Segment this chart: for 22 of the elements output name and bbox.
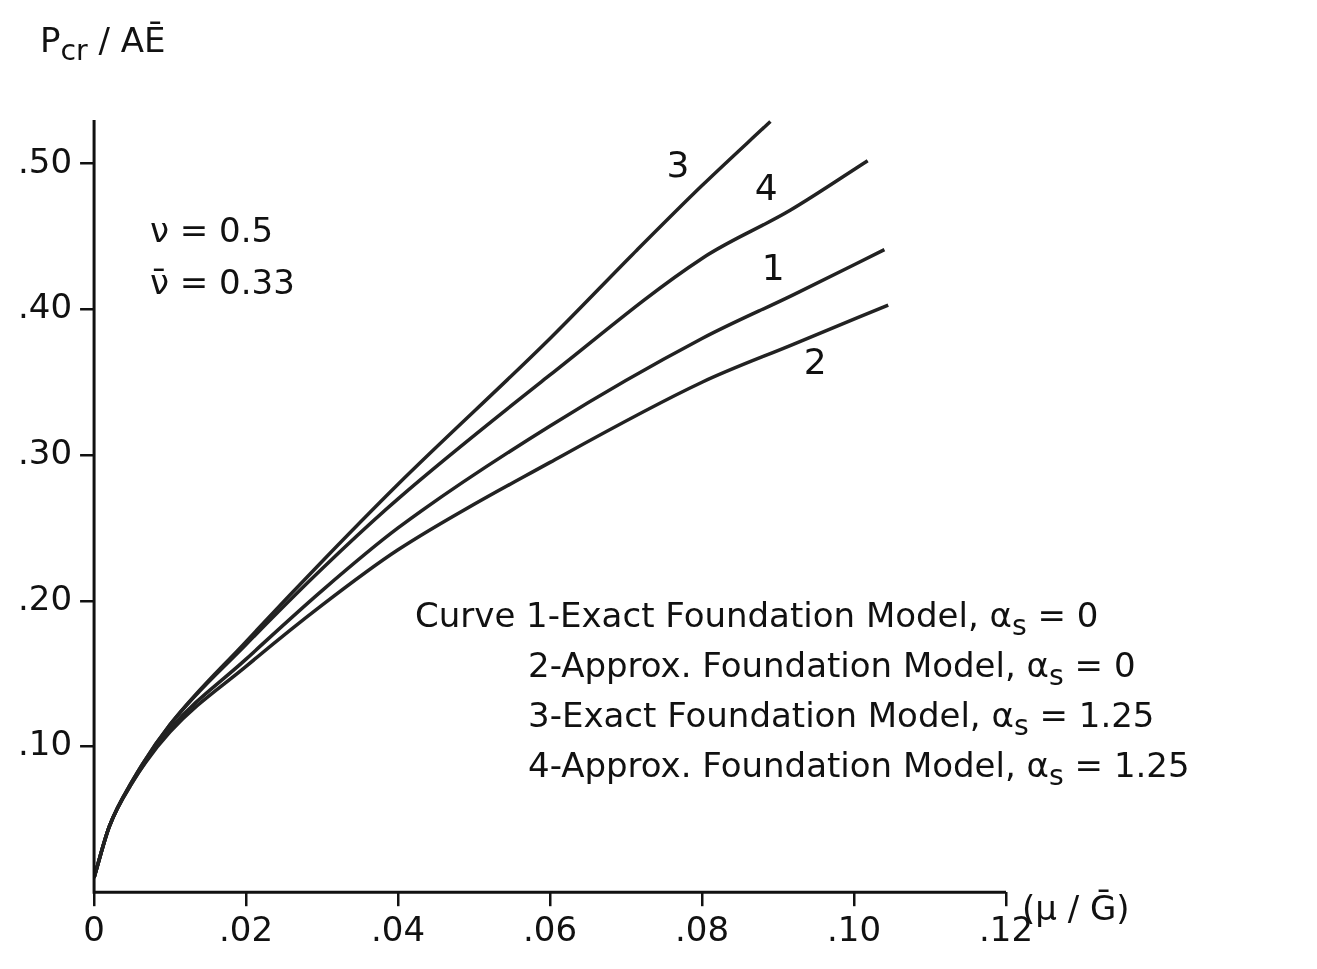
series-label: 3 bbox=[666, 143, 690, 185]
x-tick-label: .04 bbox=[371, 909, 426, 950]
annotation: Curve 1-Exact Foundation Model, α$_{s}$ = 0 bbox=[415, 595, 1099, 642]
x-tick-label: .02 bbox=[219, 909, 274, 950]
x-tick-label: .10 bbox=[826, 909, 882, 950]
annotation: 3-Exact Foundation Model, α$_{s}$ = 1.25 bbox=[528, 695, 1155, 742]
y-tick-label: .30 bbox=[17, 431, 73, 472]
y-tick-label: .40 bbox=[17, 286, 73, 327]
series-label: 1 bbox=[761, 247, 785, 289]
y-tick-label: .50 bbox=[17, 140, 73, 181]
series-label: 2 bbox=[803, 340, 827, 382]
annotation: ν̄ = 0.33 bbox=[150, 262, 295, 302]
annotation: ν = 0.5 bbox=[150, 210, 274, 250]
x-tick-label: 0 bbox=[83, 909, 105, 950]
x-tick-label: .08 bbox=[674, 909, 730, 950]
annotation: 4-Approx. Foundation Model, α$_{s}$ = 1.25 bbox=[528, 745, 1190, 792]
y-tick-label: .10 bbox=[17, 723, 73, 764]
series-label: 4 bbox=[754, 166, 778, 208]
y-tick-label: .20 bbox=[17, 577, 73, 618]
y-axis-title: P$_{cr}$ / AĒ bbox=[40, 20, 166, 67]
x-tick-label: .06 bbox=[523, 909, 578, 950]
annotation: 2-Approx. Foundation Model, α$_{s}$ = 0 bbox=[528, 645, 1136, 692]
